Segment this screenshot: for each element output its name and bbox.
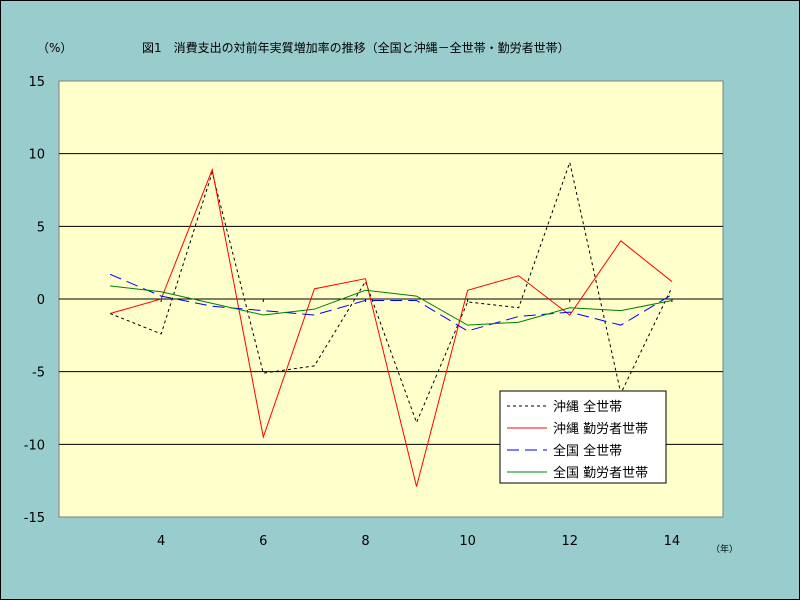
series-line <box>110 285 673 326</box>
legend-label: 全国 勤労者世帯 <box>553 465 648 481</box>
y-tick-label: -10 <box>24 438 45 453</box>
x-axis-unit-label: （年） <box>711 543 738 555</box>
y-tick-label: -5 <box>32 366 45 381</box>
y-tick-label: 5 <box>37 220 45 235</box>
x-tick-label: 6 <box>259 534 267 549</box>
series-line <box>109 160 673 424</box>
x-tick-label: 12 <box>561 534 578 549</box>
y-tick-label: 0 <box>37 293 45 308</box>
x-tick-labels: 4 6 8 10 12 14 <box>157 534 680 549</box>
legend-label: 全国 全世帯 <box>553 443 622 459</box>
y-tick-label: -15 <box>24 511 45 526</box>
y-tick-label: 10 <box>28 148 45 163</box>
x-tick-label: 14 <box>664 534 681 549</box>
y-axis-unit-label: （%） <box>37 41 72 55</box>
x-tick-label: 8 <box>361 534 369 549</box>
x-tick-label: 4 <box>157 534 165 549</box>
x-tick-label: 10 <box>459 534 476 549</box>
y-tick-label: 15 <box>28 75 45 90</box>
series-lines <box>109 160 673 487</box>
series-line <box>109 273 673 332</box>
series-line <box>109 167 673 487</box>
chart-title: 図1 消費支出の対前年実質増加率の推移（全国と沖縄－全世帯・勤労者世帯） <box>142 40 570 55</box>
legend-label: 沖縄 勤労者世帯 <box>553 422 648 437</box>
legend-label: 沖縄 全世帯 <box>553 399 622 415</box>
y-tick-labels: 15 10 5 0 -5 -10 -15 <box>24 75 45 526</box>
